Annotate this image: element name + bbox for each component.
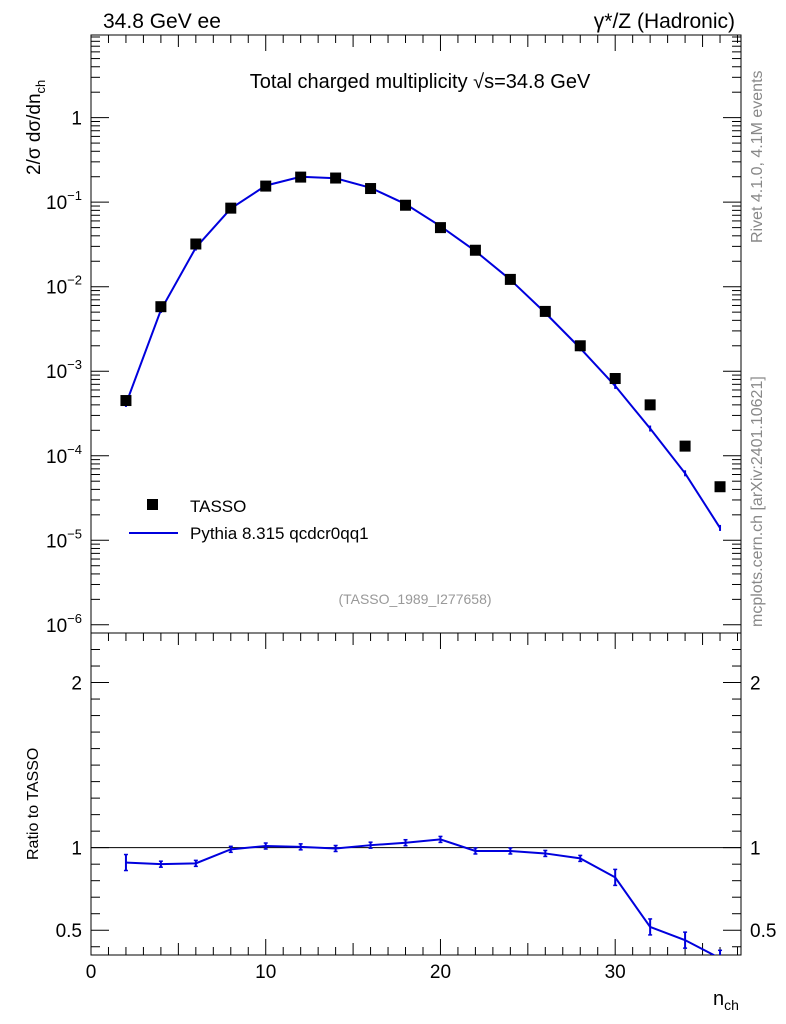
tasso-point (120, 395, 132, 407)
x-axis-label: nch (713, 988, 739, 1013)
ratio-panel: 0.5 0.5 1 1 2 2 0 10 20 30 Ratio to TASSO nch (25, 632, 777, 1013)
tasso-point (539, 305, 551, 317)
main-y-tick-label-exp: −4 (67, 442, 82, 457)
tasso-point (155, 301, 167, 313)
main-y-axis-label-sub: ch (33, 80, 48, 94)
tasso-point (295, 171, 307, 183)
ratio-y-tick-label: 0.5 (56, 921, 82, 942)
main-y-tick-label: 10−4 (46, 442, 82, 468)
tasso-point (469, 244, 481, 256)
main-y-tick-label-exp: −2 (67, 273, 82, 288)
tasso-point (434, 222, 446, 234)
main-y-tick-label: 10−2 (46, 273, 82, 299)
tasso-point (679, 440, 691, 452)
main-y-tick-label-base: 10 (46, 362, 67, 383)
tasso-point (190, 238, 202, 250)
legend-tasso-label: TASSO (190, 497, 246, 516)
main-y-tick-label-base: 10 (46, 193, 67, 214)
main-y-axis-label-text: 2/σ dσ/dn (24, 93, 45, 175)
ratio-line (125, 838, 716, 955)
ratio-curve-clipped (123, 835, 723, 955)
tasso-point (609, 373, 621, 385)
main-y-tick-label: 10−6 (46, 611, 82, 637)
header-right: γ*/Z (Hadronic) (594, 10, 735, 33)
main-y-tick-label: 10−3 (46, 357, 82, 383)
legend-tasso-marker (147, 499, 158, 510)
mcplots-site-label: mcplots.cern.ch [arXiv:2401.10621] (749, 376, 766, 627)
ratio-x-tick-label: 20 (430, 962, 451, 983)
ratio-x-tick-label: 30 (605, 962, 626, 983)
main-y-tick-label-exp: −6 (67, 611, 82, 626)
legend-pythia-label: Pythia 8.315 qcdcr0qq1 (190, 524, 369, 543)
ratio-x-tick-label: 10 (255, 962, 276, 983)
main-title: Total charged multiplicity √s=34.8 GeV (250, 71, 591, 93)
tasso-point (225, 202, 237, 214)
main-y-tick-label-base: 10 (46, 278, 67, 299)
ratio-y-tick-label-right: 1 (750, 839, 761, 860)
legend: TASSO Pythia 8.315 qcdcr0qq1 (129, 497, 369, 543)
main-y-tick-label-exp: −3 (67, 357, 82, 372)
tasso-point (644, 399, 656, 411)
main-y-tick-label: 1 (71, 109, 82, 130)
ratio-axis-ticks (90, 632, 741, 955)
tasso-point (400, 199, 412, 211)
tasso-point (504, 273, 516, 285)
tasso-points (120, 171, 726, 493)
reference-id: (TASSO_1989_I277658) (338, 591, 491, 607)
ratio-x-tick-label: 0 (86, 962, 97, 983)
ratio-y-axis-label: Ratio to TASSO (25, 748, 42, 860)
tasso-point (574, 340, 586, 352)
main-axis-ticks (90, 35, 741, 626)
pythia-curve (124, 173, 722, 531)
main-y-tick-label: 10−1 (46, 188, 82, 214)
pythia-line (125, 175, 721, 529)
x-axis-label-text: n (713, 988, 724, 1010)
main-y-tick-label-exp: −1 (67, 188, 82, 203)
header-left: 34.8 GeV ee (103, 10, 221, 33)
main-y-axis-label: 2/σ dσ/dnch (24, 80, 48, 175)
ratio-frame (90, 632, 742, 956)
ratio-curve (123, 835, 723, 955)
main-y-tick-label-base: 10 (46, 531, 67, 552)
main-y-tick-label: 10−5 (46, 526, 82, 552)
tasso-point (365, 183, 377, 195)
ratio-y-tick-label: 1 (71, 839, 82, 860)
ratio-y-tick-label: 2 (71, 674, 82, 695)
main-panel: 110−110−210−310−410−510−6 Total charged … (24, 34, 742, 637)
tasso-point (714, 481, 726, 493)
main-y-tick-label-base: 10 (46, 447, 67, 468)
ratio-x-tick-labels: 0 10 20 30 (86, 962, 626, 983)
x-axis-label-sub: ch (724, 997, 739, 1013)
tasso-point (330, 172, 342, 184)
main-y-tick-label-base: 10 (46, 616, 67, 637)
ratio-y-tick-label-right: 2 (750, 674, 761, 695)
rivet-version-label: Rivet 4.1.0, 4.1M events (749, 70, 766, 243)
main-y-tick-label-exp: −5 (67, 526, 82, 541)
ratio-y-tick-label-right: 0.5 (750, 921, 776, 942)
main-frame (90, 34, 742, 634)
tasso-point (260, 180, 272, 192)
main-y-tick-labels: 110−110−210−310−410−510−6 (46, 109, 82, 637)
ratio-y-tick-labels: 0.5 0.5 1 1 2 2 (56, 674, 777, 943)
